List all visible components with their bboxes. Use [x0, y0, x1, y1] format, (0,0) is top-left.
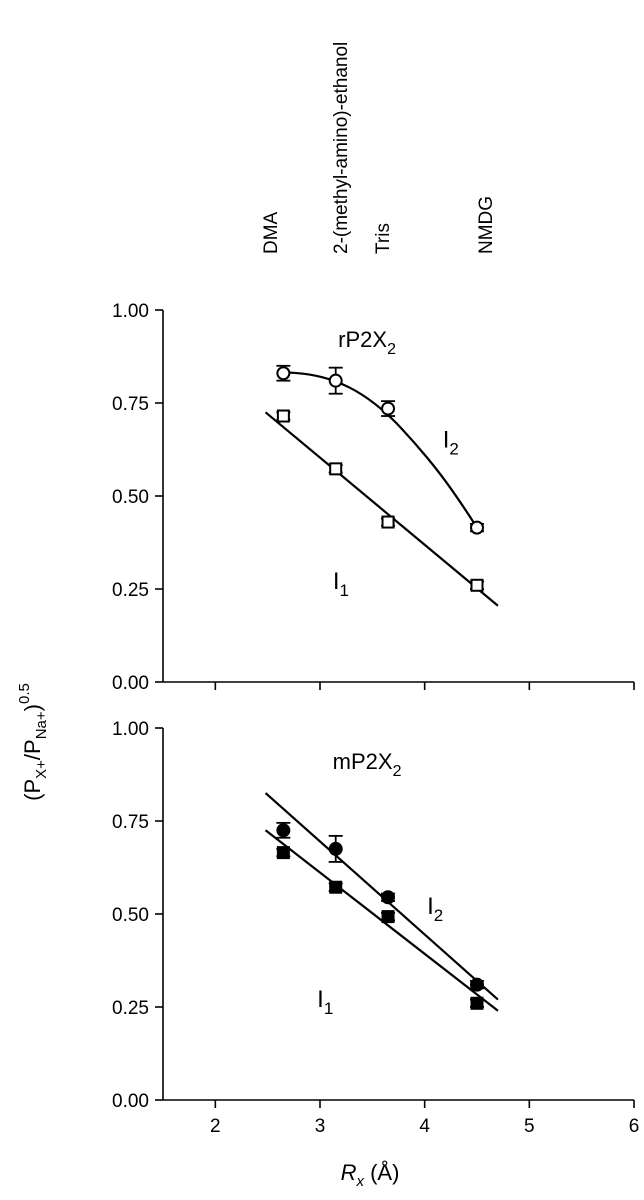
data-point: [276, 409, 290, 423]
x-axis-label: Rx (Å): [341, 1160, 400, 1190]
panel-title: mP2X2: [333, 749, 402, 780]
y-tick-label: 0.00: [112, 673, 149, 694]
svg-text:(PX+/PNa+)0.5: (PX+/PNa+)0.5: [16, 683, 50, 801]
y-tick-label: 0.75: [112, 812, 149, 833]
y-axis-label: (PX+/PNa+)0.5: [16, 683, 50, 801]
y-tick-label: 0.25: [112, 580, 149, 601]
data-point: [381, 401, 396, 416]
data-point: [329, 880, 343, 894]
data-point: [470, 996, 484, 1010]
data-point: [276, 366, 291, 381]
ion-labels: DMA 2-(methyl-amino)-ethanol Tris NMDG: [261, 42, 497, 254]
y-tick-label: 1.00: [112, 719, 149, 740]
x-tick-label: 6: [629, 1116, 640, 1137]
data-point: [470, 977, 484, 992]
ion-label-methylaminoethanol: 2-(methyl-amino)-ethanol: [331, 42, 352, 254]
y-tick-label: 0.50: [112, 905, 149, 926]
data-point: [381, 515, 395, 529]
y-tick-label: 0.75: [112, 394, 149, 415]
x-tick-label: 5: [524, 1116, 535, 1137]
series-i2: [276, 364, 484, 535]
series-label-i2: I2: [443, 427, 459, 459]
ion-label-tris: Tris: [373, 223, 394, 254]
data-point: [470, 578, 484, 592]
series-label-i1: I1: [317, 986, 333, 1018]
y-tick-label: 0.00: [112, 1091, 149, 1112]
fit-line: [264, 411, 499, 607]
panel-rp2x2: 0.00 0.25 0.50 0.75 1.00 rP2X2 I2 I1: [112, 301, 635, 694]
series-i1: [264, 829, 499, 1012]
ion-label-dma: DMA: [261, 211, 282, 254]
panel-mp2x2: 0.00 0.25 0.50 0.75 1.00 2 3 4 5 6 mP2X2 I2 I1: [112, 719, 639, 1137]
data-point: [470, 520, 484, 535]
series-label-i1: I1: [333, 568, 349, 600]
data-point: [381, 890, 396, 905]
data-point: [381, 910, 395, 924]
data-point: [329, 462, 343, 476]
data-point: [276, 846, 290, 860]
y-tick-label: 0.50: [112, 487, 149, 508]
x-tick-label: 2: [210, 1116, 221, 1137]
series-i2: [264, 792, 499, 1001]
series-i1: [264, 409, 499, 607]
y-tick-label: 1.00: [112, 301, 149, 322]
data-point: [328, 841, 343, 856]
x-tick-label: 3: [315, 1116, 326, 1137]
data-point: [276, 823, 291, 838]
x-tick-label: 4: [419, 1116, 430, 1137]
y-tick-label: 0.25: [112, 998, 149, 1019]
ion-label-nmdg: NMDG: [476, 196, 497, 254]
data-point: [328, 373, 343, 388]
series-label-i2: I2: [427, 893, 443, 925]
panel-title: rP2X2: [338, 327, 396, 358]
